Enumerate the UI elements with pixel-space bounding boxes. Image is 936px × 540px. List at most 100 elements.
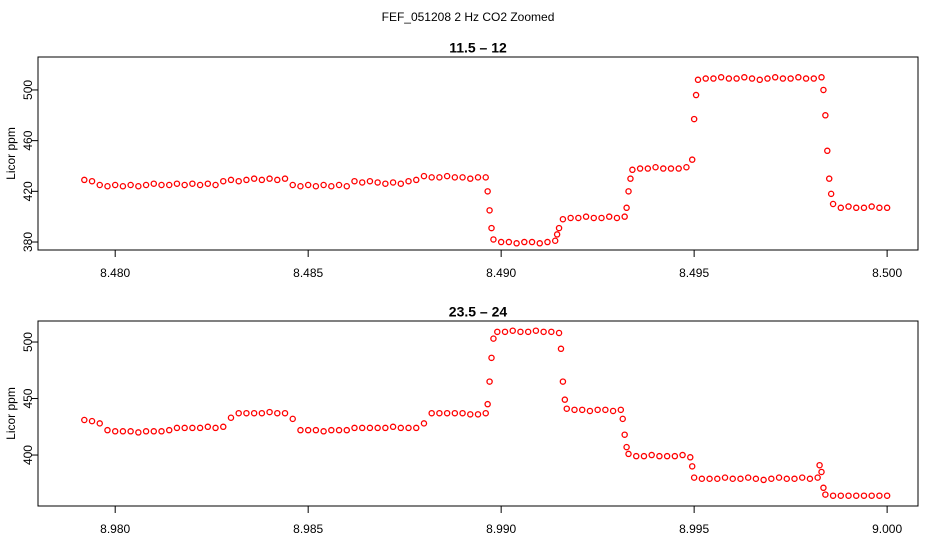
x-tick-label: 8.495 bbox=[679, 266, 709, 280]
point bbox=[667, 165, 675, 172]
point bbox=[544, 238, 551, 246]
point bbox=[594, 406, 601, 414]
point bbox=[158, 428, 165, 435]
y-axis-label: Licor ppm bbox=[4, 387, 18, 440]
point bbox=[629, 166, 636, 174]
point bbox=[513, 240, 520, 247]
point bbox=[768, 475, 775, 483]
point bbox=[883, 492, 891, 499]
point bbox=[656, 452, 663, 460]
point bbox=[714, 475, 721, 483]
point bbox=[687, 454, 694, 461]
point bbox=[764, 75, 771, 82]
point bbox=[204, 180, 212, 187]
point bbox=[820, 86, 827, 94]
point bbox=[837, 204, 845, 212]
point bbox=[810, 75, 818, 82]
point bbox=[729, 475, 736, 483]
point bbox=[532, 327, 540, 334]
point bbox=[559, 215, 567, 223]
point bbox=[783, 475, 791, 483]
point bbox=[760, 476, 767, 484]
point bbox=[652, 163, 659, 171]
point bbox=[814, 474, 821, 481]
point bbox=[220, 423, 227, 431]
panel-title: 23.5 – 24 bbox=[449, 304, 508, 320]
point bbox=[829, 200, 837, 208]
point bbox=[575, 214, 582, 222]
point bbox=[602, 406, 609, 414]
point bbox=[557, 345, 565, 353]
point bbox=[563, 405, 571, 412]
point bbox=[258, 409, 266, 417]
x-tick-label: 8.985 bbox=[293, 522, 323, 536]
point bbox=[555, 329, 563, 337]
point bbox=[366, 177, 374, 185]
point bbox=[227, 176, 235, 184]
point bbox=[845, 203, 852, 210]
point bbox=[860, 492, 868, 499]
point bbox=[816, 461, 823, 469]
point bbox=[648, 451, 655, 459]
point bbox=[459, 174, 466, 181]
point bbox=[250, 409, 258, 417]
point bbox=[501, 328, 509, 336]
point bbox=[312, 183, 320, 190]
plot-frame bbox=[37, 56, 919, 251]
point bbox=[625, 188, 632, 195]
point bbox=[827, 190, 835, 198]
point bbox=[289, 181, 296, 189]
point bbox=[617, 406, 625, 414]
y-axis-label: Licor ppm bbox=[4, 127, 18, 180]
point bbox=[389, 423, 397, 431]
point bbox=[150, 428, 158, 435]
point bbox=[96, 420, 104, 427]
point bbox=[320, 428, 327, 435]
point bbox=[436, 174, 443, 181]
point bbox=[484, 400, 491, 408]
point bbox=[405, 177, 412, 185]
point bbox=[632, 452, 640, 460]
point bbox=[706, 475, 713, 483]
point bbox=[266, 175, 273, 182]
point bbox=[459, 409, 466, 417]
point bbox=[127, 428, 134, 435]
point bbox=[675, 165, 682, 172]
point bbox=[528, 238, 536, 246]
point bbox=[536, 240, 544, 247]
point bbox=[748, 75, 756, 82]
point bbox=[795, 74, 802, 81]
point bbox=[274, 176, 281, 184]
point bbox=[524, 328, 532, 336]
point bbox=[590, 214, 598, 222]
point bbox=[822, 491, 829, 498]
y-tick-label: 450 bbox=[21, 388, 35, 408]
x-tick-label: 9.000 bbox=[872, 522, 902, 536]
x-tick-label: 8.500 bbox=[872, 266, 902, 280]
x-tick-label: 8.995 bbox=[679, 522, 709, 536]
point bbox=[451, 409, 459, 417]
point bbox=[484, 188, 491, 195]
point bbox=[482, 409, 489, 417]
point bbox=[119, 428, 127, 435]
point bbox=[623, 443, 630, 451]
point bbox=[142, 181, 150, 189]
point bbox=[297, 183, 304, 190]
point bbox=[829, 492, 837, 499]
point bbox=[343, 183, 351, 190]
point bbox=[822, 112, 829, 119]
point bbox=[374, 424, 381, 432]
point bbox=[775, 474, 783, 481]
point bbox=[243, 409, 250, 417]
point bbox=[625, 450, 632, 458]
point bbox=[497, 238, 505, 246]
point bbox=[663, 452, 671, 460]
point bbox=[486, 207, 493, 214]
point bbox=[578, 406, 586, 414]
point bbox=[540, 328, 547, 336]
point bbox=[494, 328, 501, 336]
y-tick-label: 500 bbox=[21, 80, 35, 100]
x-tick-label: 8.980 bbox=[100, 522, 130, 536]
point bbox=[553, 231, 561, 238]
point bbox=[561, 396, 569, 403]
